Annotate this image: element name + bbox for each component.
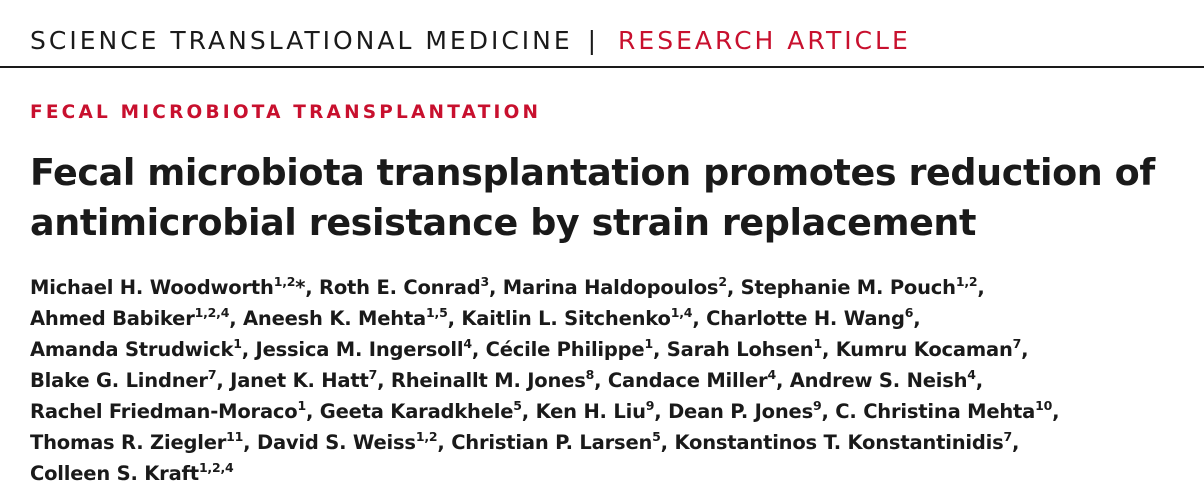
author-name: Thomas R. Ziegler (30, 431, 227, 454)
author-name: Sarah Lohsen (666, 338, 814, 361)
author-affiliation: 1 (813, 336, 822, 351)
author-list: Michael H. Woodworth1,2*, Roth E. Conrad… (30, 272, 1200, 489)
masthead-separator: | (587, 26, 600, 55)
author: Aneesh K. Mehta1,5, (243, 305, 462, 330)
author: Konstantinos T. Konstantinidis7, (674, 429, 1020, 454)
author: Charlotte H. Wang6, (706, 305, 921, 330)
author-name: Candace Miller (607, 369, 768, 392)
journal-masthead: SCIENCE TRANSLATIONAL MEDICINE | RESEARC… (30, 26, 911, 56)
author-name: Rachel Friedman-Moraco (30, 400, 298, 423)
author-name: Amanda Strudwick (30, 338, 234, 361)
author: Ken H. Liu9, (535, 398, 669, 423)
author-affiliation: 1,2 (273, 274, 296, 289)
author-affiliation: 6 (904, 305, 914, 320)
author: Dean P. Jones9, (668, 398, 836, 423)
author-name: Ken H. Liu (535, 400, 646, 423)
author: Marina Haldopoulos2, (502, 274, 741, 299)
author-name: Aneesh K. Mehta (243, 307, 427, 330)
author-name: Konstantinos T. Konstantinidis (674, 431, 1004, 454)
author-affiliation: 5 (652, 429, 661, 444)
author-affiliation: 10 (1035, 398, 1053, 413)
author-affiliation: 4 (967, 367, 976, 382)
author-name: Kaitlin L. Sitchenko (461, 307, 671, 330)
author: Kaitlin L. Sitchenko1,4, (461, 305, 707, 330)
author: Rachel Friedman-Moraco1, (30, 398, 320, 423)
author-affiliation: 5 (513, 398, 522, 413)
author: Ahmed Babiker1,2,4, (30, 305, 244, 330)
author-name: Rheinallt M. Jones (390, 369, 586, 392)
author: C. Christina Mehta10, (835, 398, 1060, 423)
author: Blake G. Lindner7, (30, 367, 231, 392)
author-affiliation: 1 (233, 336, 242, 351)
author-affiliation: 8 (585, 367, 595, 382)
author-name: Jessica M. Ingersoll (255, 338, 464, 361)
section-label: FECAL MICROBIOTA TRANSPLANTATION (30, 102, 542, 123)
author-affiliation: 9 (812, 398, 822, 413)
author: Christian P. Larsen5, (451, 429, 675, 454)
author: Rheinallt M. Jones8, (390, 367, 608, 392)
author: David S. Weiss1,2, (256, 429, 452, 454)
author: Thomas R. Ziegler11, (30, 429, 257, 454)
author-affiliation: 9 (645, 398, 655, 413)
author: Geeta Karadkhele5, (319, 398, 536, 423)
author-affiliation: 1,2 (415, 429, 438, 444)
author-name: Michael H. Woodworth (30, 276, 274, 299)
author-affiliation: 1,4 (670, 305, 693, 320)
author: Stephanie M. Pouch1,2, (740, 274, 985, 299)
author-name: Blake G. Lindner (30, 369, 208, 392)
author-affiliation: 4 (463, 336, 472, 351)
author: Janet K. Hatt7, (230, 367, 391, 392)
author: Candace Miller4, (607, 367, 790, 392)
article-title-line: antimicrobial resistance by strain repla… (30, 201, 977, 244)
author: Colleen S. Kraft1,2,4 (30, 460, 234, 485)
author-name: Roth E. Conrad (319, 276, 481, 299)
author-name: Andrew S. Neish (789, 369, 968, 392)
author-affiliation: 7 (368, 367, 378, 382)
author-name: Christian P. Larsen (451, 431, 653, 454)
author: Jessica M. Ingersoll4, (255, 336, 486, 361)
article-title-line: Fecal microbiota transplantation promote… (30, 151, 1155, 194)
author-name: Stephanie M. Pouch (740, 276, 956, 299)
author-affiliation: 4 (767, 367, 776, 382)
author: Sarah Lohsen1, (666, 336, 836, 361)
author-name: Janet K. Hatt (230, 369, 369, 392)
author-name: David S. Weiss (256, 431, 416, 454)
author-affiliation: 7 (207, 367, 217, 382)
author-name: Geeta Karadkhele (319, 400, 514, 423)
author: Cécile Philippe1, (485, 336, 667, 361)
author-affiliation: 1 (297, 398, 306, 413)
header-rule (0, 66, 1204, 68)
author-name: Charlotte H. Wang (706, 307, 905, 330)
author: Kumru Kocaman7, (835, 336, 1029, 361)
author-affiliation: 2 (718, 274, 727, 289)
author: Roth E. Conrad3, (319, 274, 503, 299)
author-affiliation: 11 (226, 429, 244, 444)
author-affiliation: 3 (480, 274, 490, 289)
author-name: Colleen S. Kraft (30, 462, 199, 485)
author-affiliation: 1,2,4 (194, 305, 230, 320)
author-affiliation: 7 (1003, 429, 1013, 444)
author-affiliation: 7 (1012, 336, 1022, 351)
author-name: Cécile Philippe (485, 338, 645, 361)
author-name: Ahmed Babiker (30, 307, 195, 330)
author: Amanda Strudwick1, (30, 336, 256, 361)
author-name: Kumru Kocaman (835, 338, 1013, 361)
journal-name: SCIENCE TRANSLATIONAL MEDICINE (30, 26, 573, 55)
author: Michael H. Woodworth1,2*, (30, 274, 320, 299)
corresponding-author-mark: * (295, 276, 306, 299)
article-type-label: RESEARCH ARTICLE (618, 26, 911, 55)
author: Andrew S. Neish4, (789, 367, 984, 392)
author-affiliation: 1,2 (955, 274, 978, 289)
author-name: Dean P. Jones (668, 400, 813, 423)
article-title: Fecal microbiota transplantation promote… (30, 148, 1200, 248)
author-affiliation: 1,5 (426, 305, 448, 320)
author-name: Marina Haldopoulos (502, 276, 719, 299)
author-affiliation: 1 (644, 336, 653, 351)
author-name: C. Christina Mehta (835, 400, 1036, 423)
author-affiliation: 1,2,4 (198, 460, 234, 475)
